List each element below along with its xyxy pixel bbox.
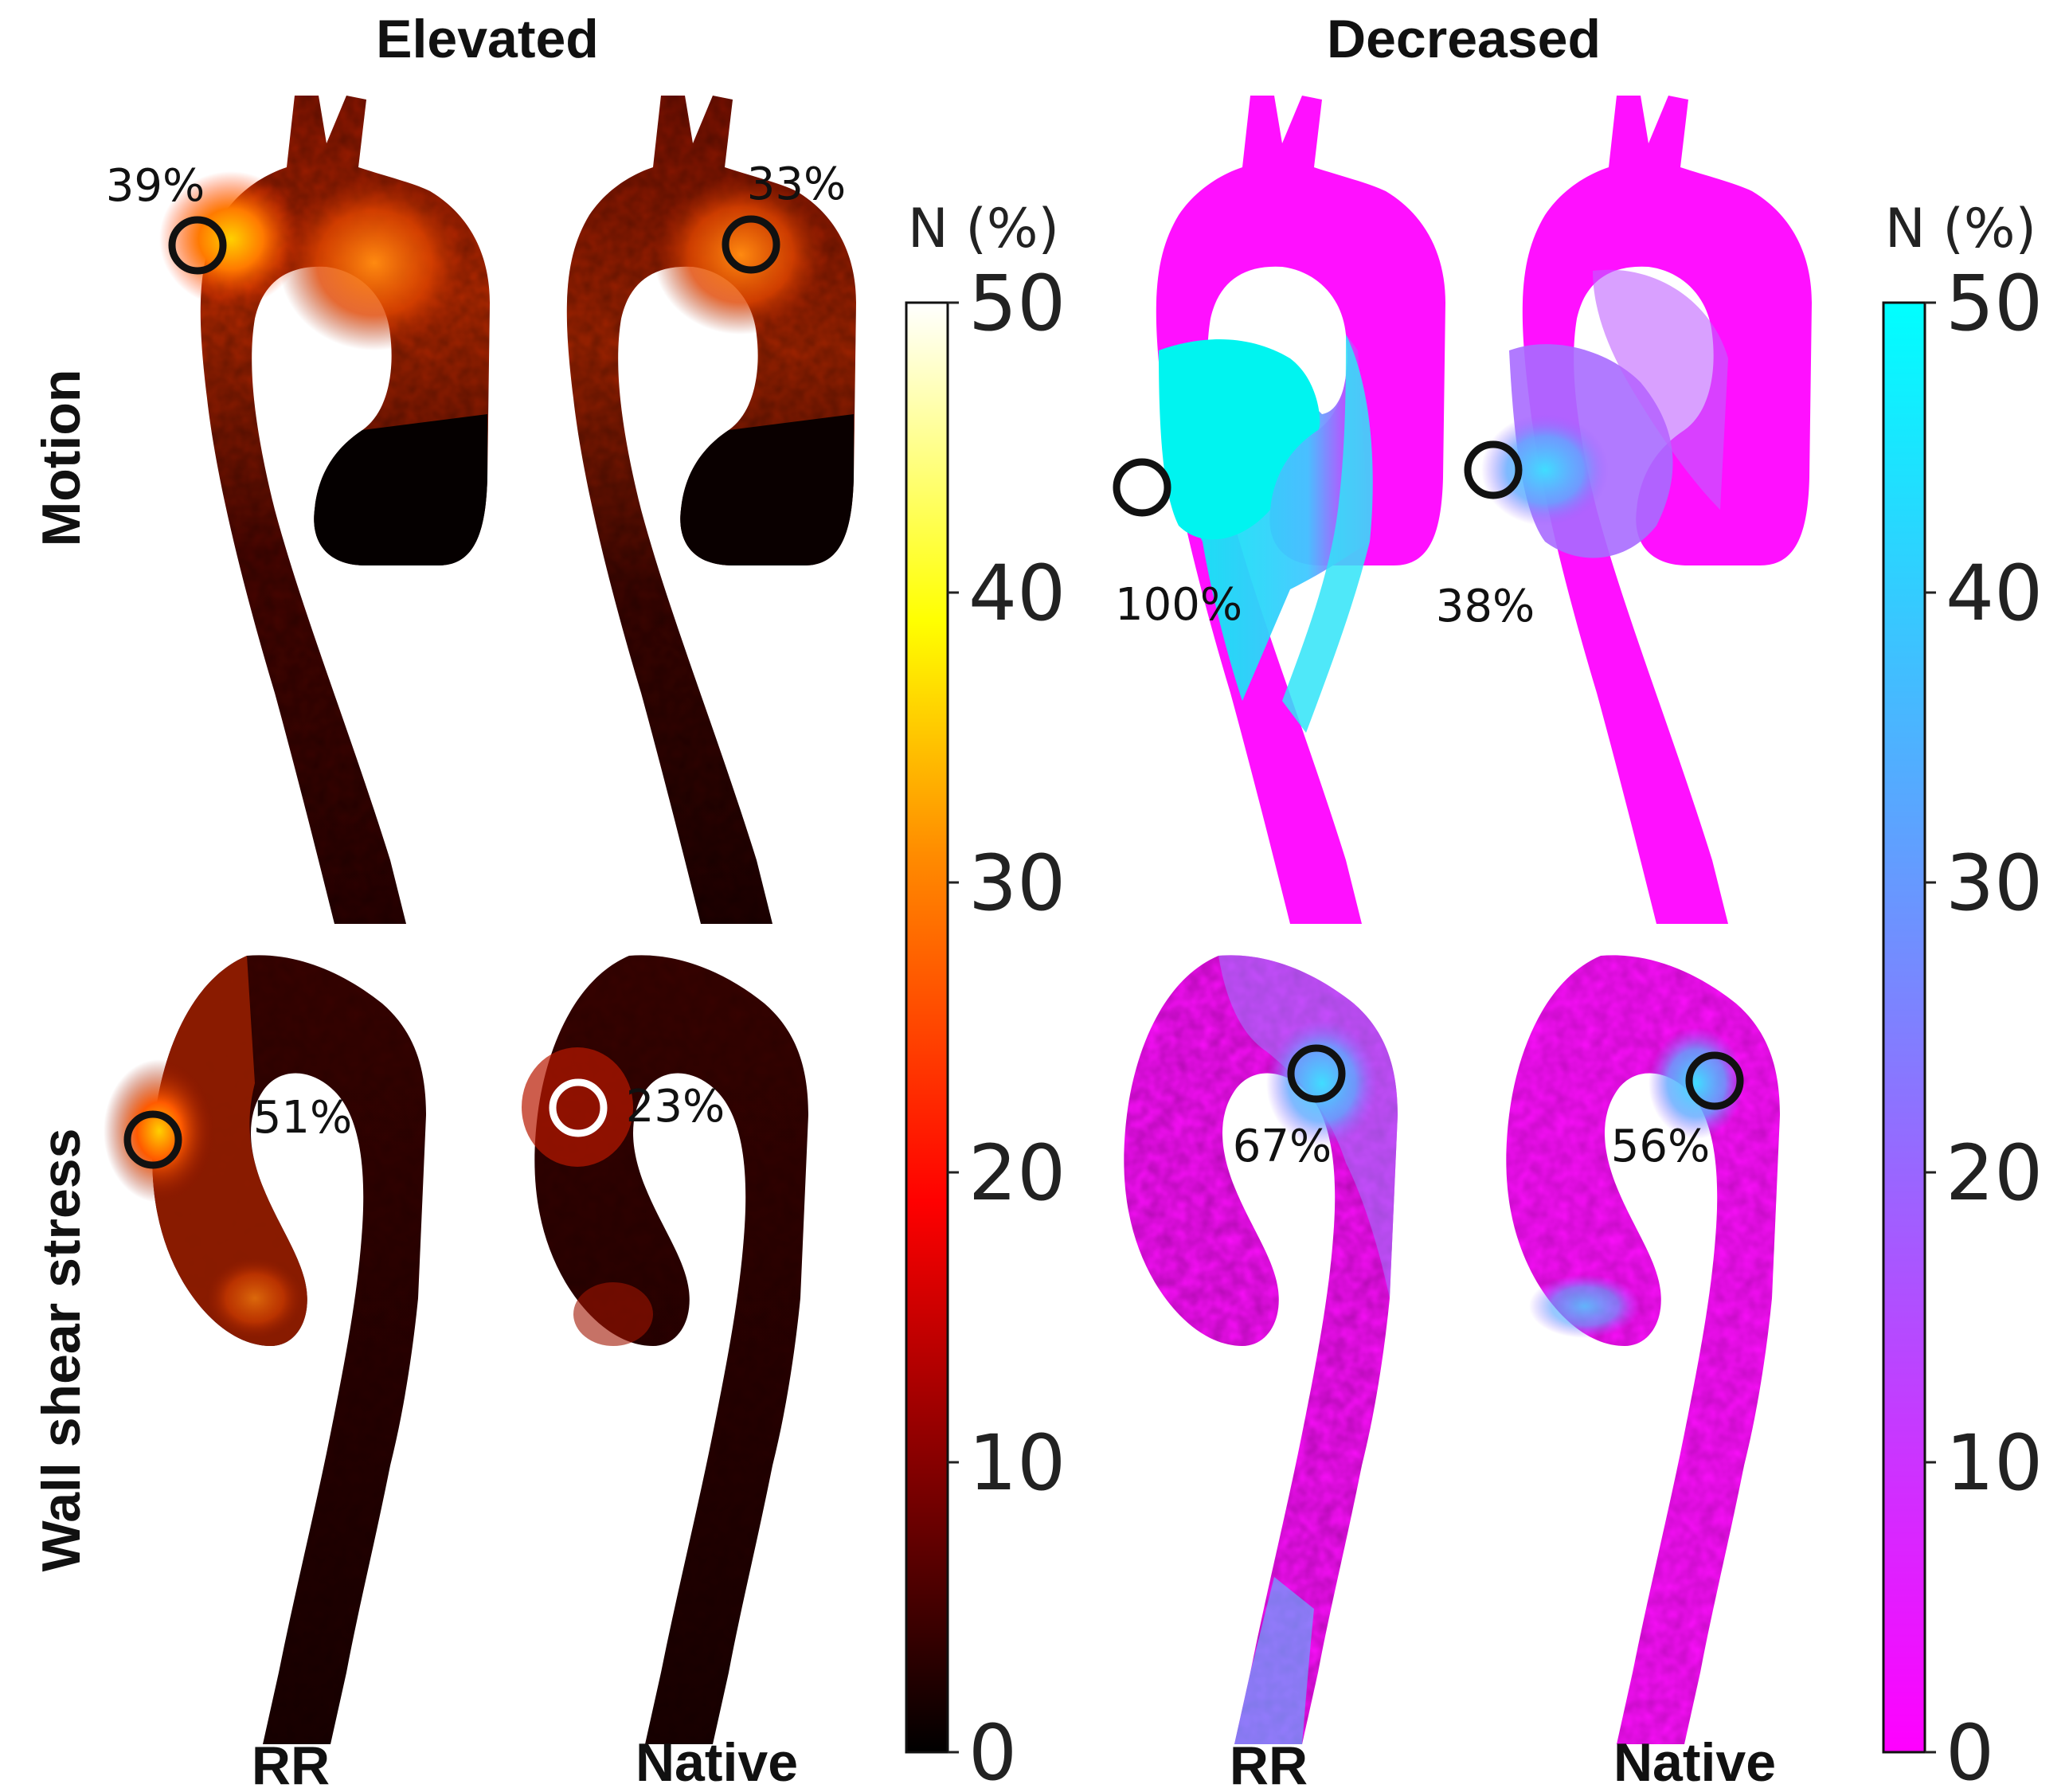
ticks-elevated-label-10: 10 [968,1418,1066,1508]
ticks-decreased-label-30: 30 [1946,839,2043,928]
aorta-motion-decreased-native [1464,96,1812,924]
pct-motion-decreased-native: 38% [1436,581,1535,632]
aorta-wss-elevated-rr [104,955,426,1744]
ticks-elevated-label-40: 40 [968,549,1066,638]
row-label-motion: Motion [31,370,92,547]
aorta-motion-decreased-rr [1113,96,1445,924]
ticks-elevated-label-20: 20 [968,1129,1066,1218]
colorbar-decreased-label: N (%) [1885,198,2036,260]
ticks-decreased-label-0: 0 [1946,1708,1994,1792]
col-label-native-elevated: Native [636,1732,798,1792]
ticks-elevated-label-30: 30 [968,839,1066,928]
aorta-motion-elevated-rr [159,96,490,924]
ticks-decreased-label-50: 50 [1946,259,2043,348]
ticks-decreased-label-10: 10 [1946,1418,2043,1508]
colorbar-elevated-ticks: 50 40 30 20 10 0 [948,259,1066,1792]
ticks-elevated-label-50: 50 [968,259,1066,348]
col-label-rr-decreased: RR [1230,1735,1308,1792]
colorbar-elevated: N (%) 50 40 30 20 10 0 [905,198,1066,1792]
aorta-motion-elevated-native [566,96,856,924]
title-decreased: Decreased [1327,9,1601,69]
aorta-wss-decreased-rr [1124,955,1398,1744]
colorbar-elevated-gradient [905,301,949,1754]
colorbar-decreased-ticks: 50 40 30 20 10 0 [1925,259,2043,1792]
colorbar-elevated-label: N (%) [908,198,1059,260]
aorta-wss-elevated-native [522,955,808,1744]
pct-motion-decreased-rr: 100% [1115,579,1242,631]
title-elevated: Elevated [376,9,599,69]
pct-wss-decreased-native: 56% [1611,1121,1710,1172]
pct-motion-elevated-rr: 39% [106,160,205,212]
col-label-rr-elevated: RR [252,1735,330,1792]
ticks-decreased-label-20: 20 [1946,1129,2043,1218]
row-label-wall-shear-stress: Wall shear stress [31,1129,92,1572]
pct-wss-decreased-rr: 67% [1233,1121,1332,1172]
pct-motion-elevated-native: 33% [747,158,846,210]
aorta-wss-decreased-native [1506,955,1780,1744]
pct-wss-elevated-native: 23% [626,1081,725,1133]
colorbar-decreased: N (%) 50 40 30 20 10 0 [1882,198,2043,1792]
col-label-native-decreased: Native [1613,1732,1776,1792]
colorbar-decreased-gradient [1882,301,1926,1754]
ticks-decreased-label-40: 40 [1946,549,2043,638]
ticks-elevated-label-0: 0 [968,1708,1017,1792]
pct-wss-elevated-rr: 51% [253,1092,352,1144]
